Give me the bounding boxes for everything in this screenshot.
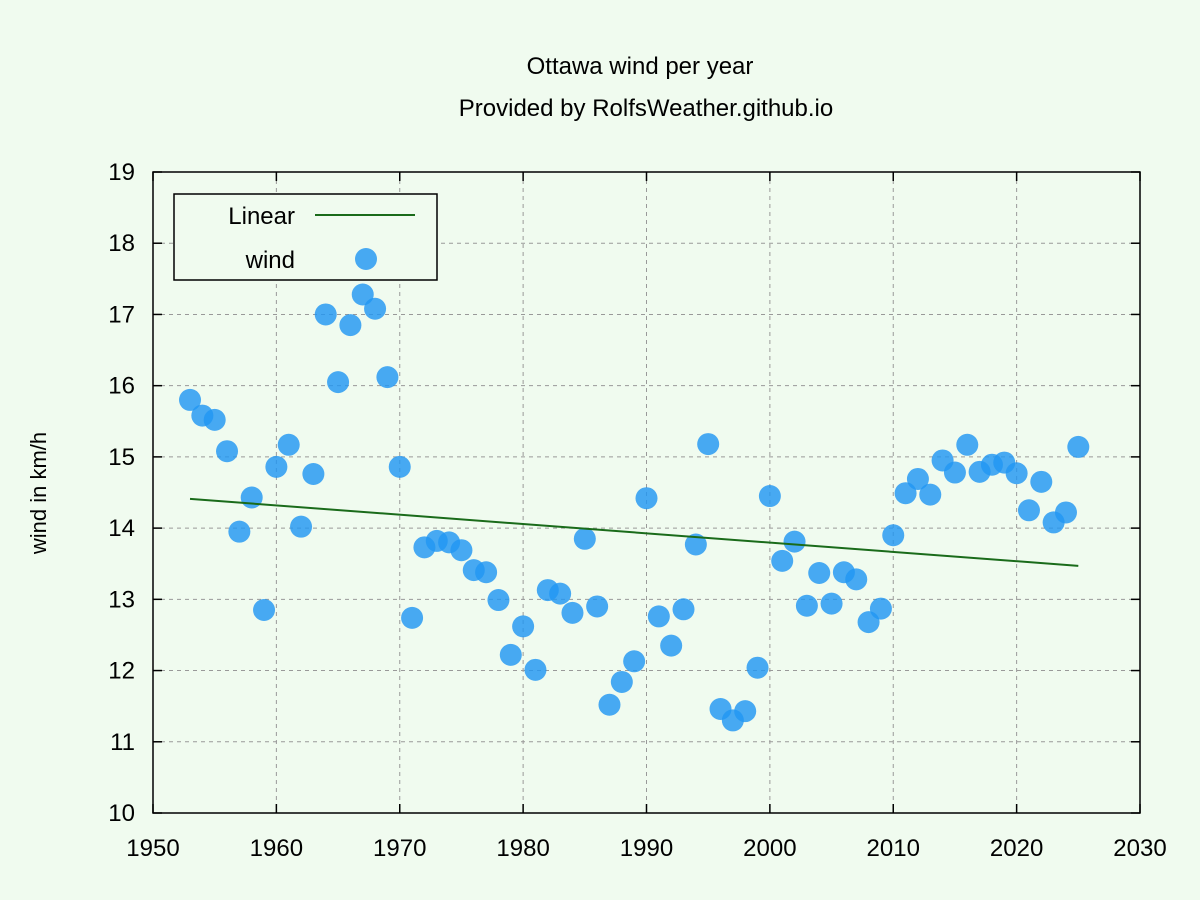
x-tick-label: 1950: [126, 835, 179, 862]
wind-point: [684, 533, 707, 556]
wind-point: [820, 592, 843, 615]
wind-point: [1017, 499, 1040, 522]
linear-trend-line: [189, 497, 1079, 567]
y-tick-label: 15: [108, 444, 135, 471]
wind-point: [216, 440, 239, 463]
wind-point: [450, 539, 473, 562]
wind-point: [228, 520, 251, 543]
wind-point: [203, 408, 226, 431]
wind-point: [697, 433, 720, 456]
legend: Linear wind: [173, 193, 438, 281]
wind-point: [795, 594, 818, 617]
wind-point: [327, 371, 350, 394]
wind-point: [339, 314, 362, 337]
x-tick-label: 2000: [743, 835, 796, 862]
wind-point: [364, 297, 387, 320]
wind-point: [388, 455, 411, 478]
wind-point: [524, 658, 547, 681]
x-tick-label: 2020: [990, 835, 1043, 862]
wind-point: [906, 467, 929, 490]
wind-point: [1054, 501, 1077, 524]
wind-point: [314, 303, 337, 326]
wind-point: [882, 524, 905, 547]
wind-point: [610, 670, 633, 693]
y-tick-label: 12: [108, 658, 135, 685]
data-marks: [179, 283, 1090, 732]
wind-point: [487, 589, 510, 612]
wind-point: [561, 601, 584, 624]
legend-box: [173, 193, 438, 281]
wind-point: [302, 462, 325, 485]
wind-point: [808, 561, 831, 584]
wind-point: [1030, 470, 1053, 493]
x-tick-label: 1960: [250, 835, 303, 862]
wind-point: [758, 485, 781, 508]
wind-point: [869, 597, 892, 620]
y-axis-label: wind in km/h: [26, 432, 51, 555]
wind-point: [771, 549, 794, 572]
wind-point: [499, 643, 522, 666]
wind-point: [919, 483, 942, 506]
wind-point: [623, 650, 646, 673]
wind-point: [253, 599, 276, 622]
x-tick-label: 1970: [373, 835, 426, 862]
y-tick-label: 10: [108, 800, 135, 827]
wind-point: [734, 700, 757, 723]
wind-point: [956, 433, 979, 456]
wind-point: [943, 461, 966, 484]
wind-point: [277, 433, 300, 456]
x-tick-label: 2030: [1113, 835, 1166, 862]
wind-point: [351, 283, 374, 306]
wind-point: [635, 487, 658, 510]
wind-point: [376, 366, 399, 389]
wind-point: [845, 568, 868, 591]
wind-point: [573, 527, 596, 550]
x-tick-label: 1980: [496, 835, 549, 862]
wind-point: [598, 693, 621, 716]
legend-label-wind: wind: [245, 247, 295, 274]
plot-border: [152, 171, 1141, 814]
y-tick-label: 13: [108, 586, 135, 613]
legend-label-linear: Linear: [228, 203, 295, 230]
wind-point: [1067, 435, 1090, 458]
wind-point: [179, 388, 202, 411]
x-tick-label: 2010: [867, 835, 920, 862]
y-tick-label: 18: [108, 230, 135, 257]
wind-point: [660, 634, 683, 657]
y-tick-label: 17: [108, 301, 135, 328]
wind-point: [549, 582, 572, 605]
chart-subtitle: Provided by RolfsWeather.github.io: [459, 95, 833, 122]
wind-point: [746, 656, 769, 679]
wind-point: [894, 482, 917, 505]
x-tick-label: 1990: [620, 835, 673, 862]
tick-labels: 1950 1960 1970 1980 1990 2000 2010 2020 2030 10 11…: [108, 159, 1166, 862]
wind-point: [475, 561, 498, 584]
wind-point: [783, 530, 806, 553]
chart-title: Ottawa wind per year: [527, 53, 754, 80]
wind-point: [672, 598, 695, 621]
y-tick-label: 19: [108, 159, 135, 186]
wind-point: [1005, 462, 1028, 485]
y-tick-label: 14: [108, 515, 135, 542]
wind-point: [290, 515, 313, 538]
wind-point: [401, 606, 424, 629]
wind-point: [240, 486, 263, 509]
wind-point: [512, 615, 535, 638]
wind-point: [647, 605, 670, 628]
y-tick-label: 16: [108, 373, 135, 400]
wind-point: [265, 455, 288, 478]
legend-swatch-wind: [355, 248, 377, 270]
y-tick-label: 11: [110, 729, 135, 756]
wind-point: [586, 595, 609, 618]
